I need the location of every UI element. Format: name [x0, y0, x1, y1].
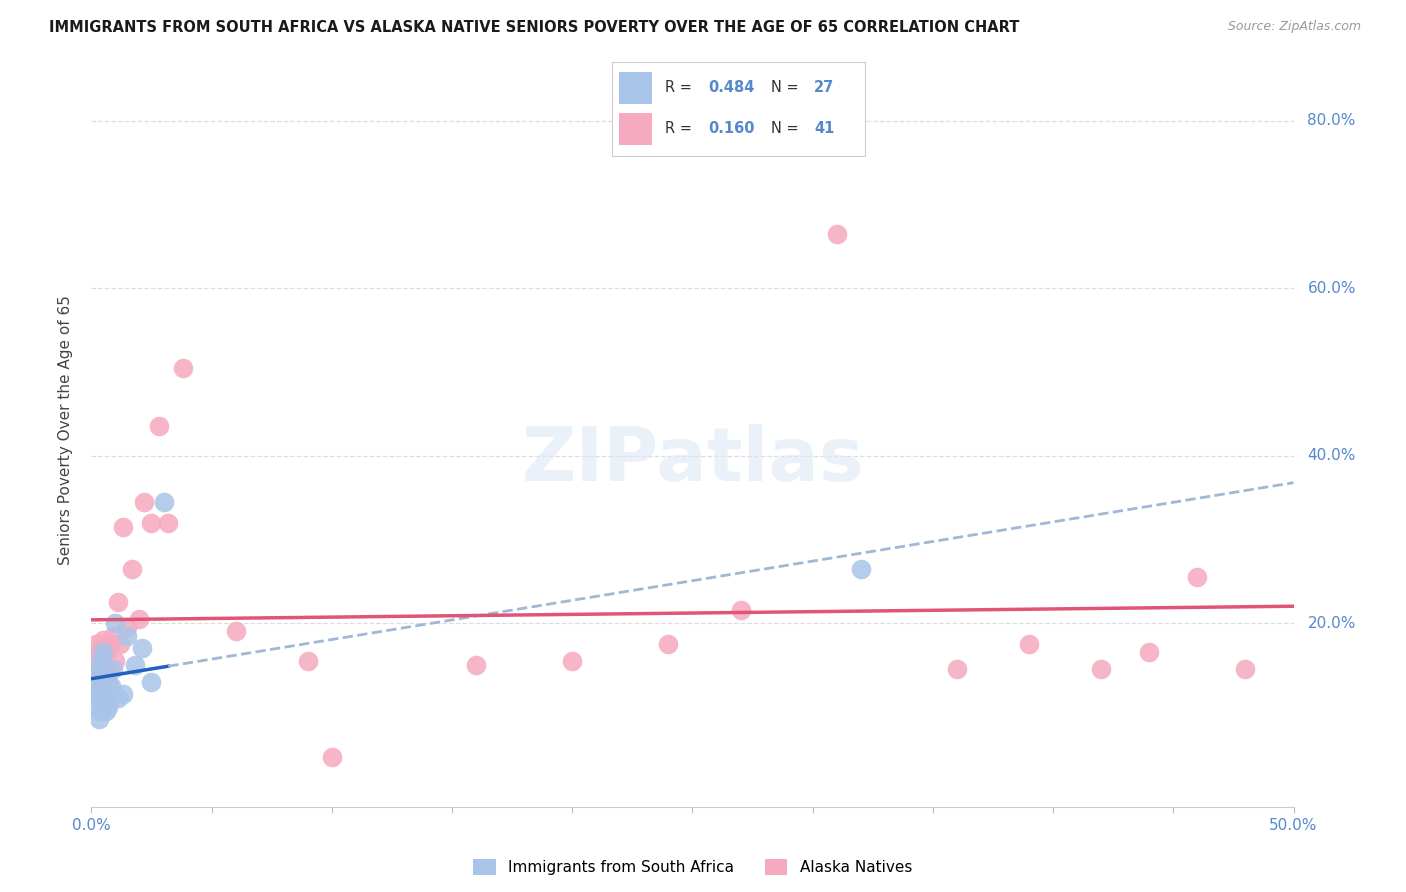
Text: 0.160: 0.160: [707, 121, 754, 136]
Point: [110, 637, 132, 651]
Point: [104, 654, 127, 668]
Point: [152, 494, 174, 508]
Point: [128, 612, 150, 626]
Point: [94, 704, 117, 718]
Legend: Immigrants from South Africa, Alaska Natives: Immigrants from South Africa, Alaska Nat…: [465, 851, 920, 882]
Point: [825, 227, 848, 241]
Point: [849, 561, 872, 575]
Point: [134, 494, 156, 508]
Point: [321, 750, 343, 764]
Point: [104, 615, 127, 630]
Point: [117, 629, 139, 643]
Point: [90, 683, 112, 698]
Point: [84, 654, 107, 668]
Point: [131, 641, 153, 656]
Point: [561, 654, 583, 668]
Point: [465, 657, 488, 672]
Point: [83, 662, 105, 676]
Point: [107, 691, 129, 706]
Point: [83, 687, 105, 701]
Point: [657, 637, 679, 651]
Y-axis label: Seniors Poverty Over the Age of 65: Seniors Poverty Over the Age of 65: [58, 295, 73, 566]
Point: [84, 699, 107, 714]
Point: [730, 603, 752, 617]
Point: [124, 657, 146, 672]
Point: [157, 516, 180, 530]
Point: [93, 687, 115, 701]
Point: [94, 666, 117, 681]
Point: [1187, 570, 1209, 584]
Point: [97, 696, 120, 710]
FancyBboxPatch shape: [619, 72, 652, 103]
Point: [101, 662, 124, 676]
Text: Source: ZipAtlas.com: Source: ZipAtlas.com: [1227, 20, 1361, 33]
Text: 27: 27: [814, 80, 834, 95]
Point: [297, 654, 319, 668]
Text: IMMIGRANTS FROM SOUTH AFRICA VS ALASKA NATIVE SENIORS POVERTY OVER THE AGE OF 65: IMMIGRANTS FROM SOUTH AFRICA VS ALASKA N…: [49, 20, 1019, 35]
Point: [1137, 645, 1160, 659]
Point: [100, 679, 122, 693]
Point: [93, 666, 115, 681]
Text: 60.0%: 60.0%: [1308, 280, 1355, 295]
Point: [93, 645, 115, 659]
Point: [97, 699, 120, 714]
Point: [111, 687, 134, 701]
Point: [121, 561, 143, 575]
Text: 0.484: 0.484: [707, 80, 754, 95]
Point: [111, 519, 134, 533]
Point: [117, 620, 139, 634]
Point: [90, 657, 112, 672]
Text: 20.0%: 20.0%: [1308, 615, 1355, 631]
Point: [94, 679, 117, 693]
Point: [94, 645, 117, 659]
Text: 80.0%: 80.0%: [1308, 113, 1355, 128]
Point: [87, 712, 110, 726]
Point: [87, 670, 110, 684]
Point: [101, 629, 124, 643]
Point: [90, 654, 112, 668]
Point: [1234, 662, 1257, 676]
Point: [946, 662, 969, 676]
Text: N =: N =: [770, 121, 803, 136]
Point: [97, 662, 120, 676]
Point: [1090, 662, 1112, 676]
Point: [97, 674, 120, 689]
Point: [100, 637, 122, 651]
Point: [1018, 637, 1040, 651]
Text: N =: N =: [770, 80, 803, 95]
Text: R =: R =: [665, 121, 696, 136]
Point: [148, 419, 170, 434]
Text: R =: R =: [665, 80, 696, 95]
Point: [90, 679, 112, 693]
Point: [90, 704, 112, 718]
Point: [93, 691, 115, 706]
Point: [93, 632, 115, 647]
FancyBboxPatch shape: [619, 113, 652, 145]
Text: ZIPatlas: ZIPatlas: [522, 424, 863, 497]
Point: [87, 645, 110, 659]
Point: [141, 516, 163, 530]
Text: 41: 41: [814, 121, 834, 136]
Point: [141, 674, 163, 689]
Point: [225, 624, 247, 639]
Point: [172, 360, 194, 375]
Point: [107, 595, 129, 609]
Point: [87, 662, 110, 676]
Text: 40.0%: 40.0%: [1308, 448, 1355, 463]
Point: [84, 674, 107, 689]
Point: [84, 637, 107, 651]
Point: [87, 691, 110, 706]
